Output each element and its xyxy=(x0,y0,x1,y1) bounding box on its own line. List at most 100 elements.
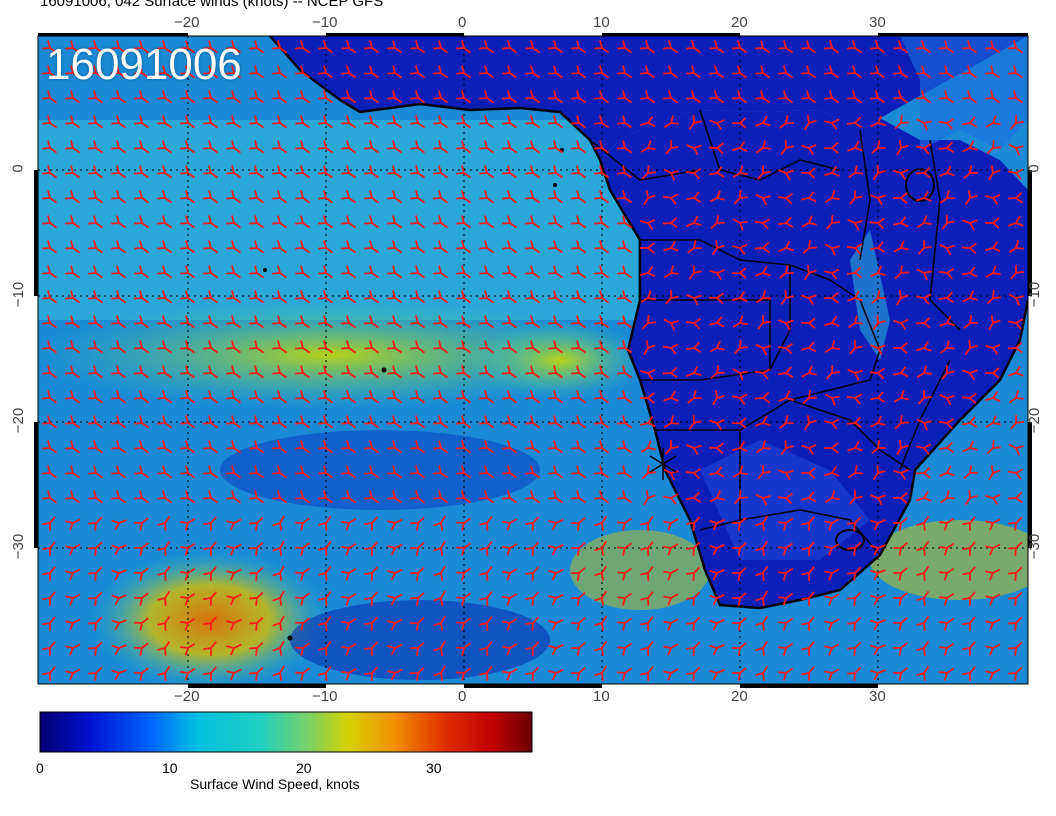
wind-barb xyxy=(780,440,794,456)
wind-barb xyxy=(387,115,403,129)
wind-barb xyxy=(988,315,1001,331)
wind-barb xyxy=(988,165,1001,181)
wind-barb xyxy=(134,165,150,179)
wind-barb xyxy=(643,190,656,206)
wind-barb xyxy=(594,440,610,454)
wind-barb xyxy=(777,192,793,205)
wind-barb xyxy=(985,593,1001,606)
wind-barb xyxy=(755,493,771,506)
x-tick-bottom: 30 xyxy=(869,688,886,705)
wind-barb xyxy=(824,465,840,477)
wind-barb xyxy=(410,465,426,479)
wind-barb xyxy=(662,343,679,355)
wind-barb xyxy=(364,591,379,606)
wind-barb xyxy=(939,592,955,606)
wind-barb xyxy=(824,40,840,54)
wind-barb xyxy=(548,340,564,354)
wind-barb xyxy=(134,542,149,556)
wind-barb xyxy=(456,140,472,154)
wind-barb xyxy=(594,315,610,329)
wind-barb xyxy=(134,40,150,54)
wind-barb xyxy=(65,165,81,179)
wind-barb xyxy=(295,115,311,129)
wind-barb xyxy=(364,115,380,129)
wind-barb xyxy=(709,340,725,353)
wind-barb xyxy=(846,116,862,129)
wind-barb xyxy=(88,315,104,329)
wind-barb xyxy=(295,592,310,606)
wind-barb xyxy=(571,40,587,54)
wind-barb xyxy=(157,315,173,329)
wind-barb xyxy=(964,340,978,356)
wind-barb xyxy=(641,315,656,330)
wind-barb xyxy=(295,415,311,429)
wind-barb xyxy=(824,243,840,256)
colorbar-label: Surface Wind Speed, knots xyxy=(190,776,360,792)
wind-barb xyxy=(479,566,493,581)
wind-barb xyxy=(318,140,334,154)
wind-barb xyxy=(433,440,449,454)
wind-barb xyxy=(548,518,564,531)
x-tick-bottom: 0 xyxy=(458,688,467,705)
wind-barb xyxy=(1007,168,1024,180)
wind-barb xyxy=(387,215,403,229)
wind-barb xyxy=(203,566,217,581)
wind-barb xyxy=(433,40,449,54)
wind-barb xyxy=(594,415,610,429)
wind-barb xyxy=(640,392,655,404)
wind-barb xyxy=(755,615,769,631)
wind-barb xyxy=(65,265,81,279)
wind-barb xyxy=(663,415,679,429)
wind-barb xyxy=(226,440,242,454)
wind-barb xyxy=(226,165,242,179)
wind-barb xyxy=(525,365,541,379)
wind-barb xyxy=(387,90,403,104)
wind-barb xyxy=(203,616,217,631)
wind-barb xyxy=(617,642,633,656)
wind-barb xyxy=(272,415,288,429)
wind-barb xyxy=(88,641,103,656)
wind-barb xyxy=(433,240,449,254)
wind-barb xyxy=(847,290,863,302)
wind-barb xyxy=(502,643,518,656)
wind-barb xyxy=(272,665,285,681)
wind-barb xyxy=(456,415,472,429)
wind-barb xyxy=(594,515,608,531)
x-tick-bottom: −20 xyxy=(174,688,200,705)
wind-barb xyxy=(1008,365,1024,377)
wind-barb xyxy=(410,516,425,531)
wind-barb xyxy=(755,40,771,54)
wind-barb xyxy=(548,140,564,154)
wind-barb xyxy=(203,465,219,479)
wind-barb xyxy=(1007,318,1024,330)
wind-barb xyxy=(387,543,403,556)
wind-barb xyxy=(1010,265,1024,280)
wind-barb xyxy=(157,265,173,279)
wind-barb xyxy=(88,490,104,504)
wind-barb xyxy=(272,190,288,204)
wind-barb xyxy=(226,543,242,556)
wind-barb xyxy=(939,567,955,581)
wind-barb xyxy=(226,365,242,379)
wind-barb xyxy=(341,340,357,354)
wind-barb xyxy=(640,416,656,428)
wind-barb xyxy=(157,215,173,229)
wind-barb xyxy=(226,490,242,504)
wind-barb xyxy=(617,265,633,279)
wind-barb xyxy=(341,390,357,404)
wind-barb xyxy=(364,340,380,354)
wind-barb xyxy=(65,568,81,581)
wind-barb xyxy=(479,165,495,179)
wind-barb xyxy=(157,490,173,504)
wind-barb xyxy=(870,669,886,681)
wind-barb xyxy=(665,290,679,305)
wind-barb xyxy=(755,590,769,606)
wind-barb xyxy=(364,240,380,254)
wind-barb xyxy=(295,440,311,454)
wind-barb xyxy=(479,390,495,404)
wind-barb xyxy=(111,40,127,54)
wind-barb xyxy=(479,90,495,104)
wind-barb xyxy=(456,440,472,454)
wind-barb xyxy=(65,618,81,631)
wind-barb xyxy=(548,290,564,304)
